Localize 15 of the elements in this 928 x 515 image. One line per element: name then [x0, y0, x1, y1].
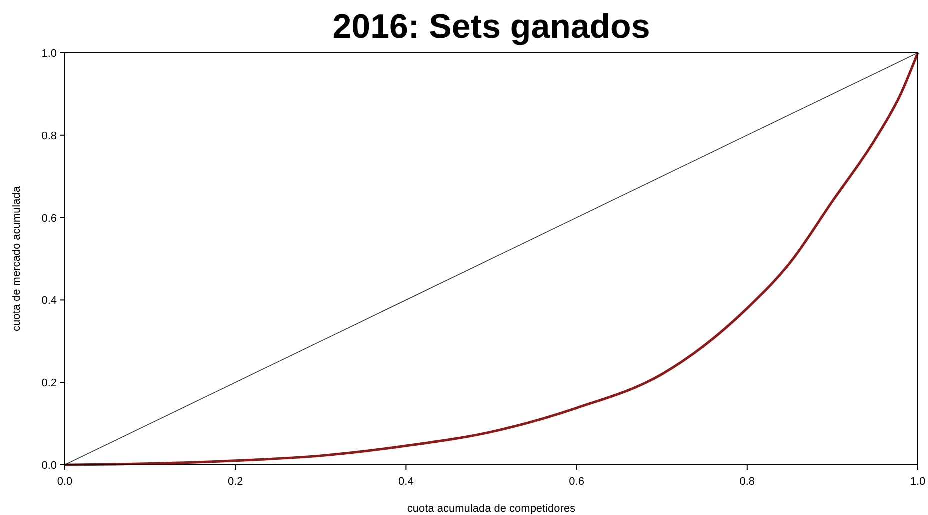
y-tick-label: 0.6 — [42, 212, 57, 225]
y-tick-label: 0.8 — [42, 130, 57, 142]
y-tick-label: 0.0 — [42, 460, 57, 472]
x-tick-label: 0.4 — [398, 476, 414, 488]
y-tick-label: 0.2 — [42, 378, 57, 390]
y-tick-label: 0.4 — [42, 295, 57, 308]
x-tick-label: 0.0 — [57, 476, 73, 488]
x-tick-label: 0.2 — [228, 476, 244, 488]
y-axis-title: cuota de mercado acumulada — [11, 186, 23, 332]
chart-title: 2016: Sets ganados — [332, 8, 650, 46]
x-tick-label: 0.8 — [740, 476, 756, 488]
x-axis-title: cuota acumulada de competidores — [407, 503, 576, 515]
x-tick-label: 1.0 — [910, 476, 926, 488]
x-tick-label: 0.6 — [569, 476, 584, 488]
y-tick-label: 1.0 — [42, 48, 57, 60]
